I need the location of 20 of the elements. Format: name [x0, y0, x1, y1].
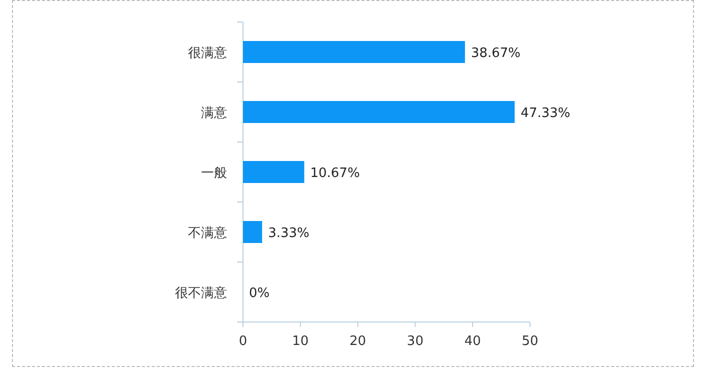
y-tick-label: 很满意: [188, 46, 227, 61]
x-tick-label: 40: [464, 334, 481, 349]
x-tick-label: 20: [350, 334, 366, 349]
bar: [243, 101, 515, 123]
data-label: 10.67%: [310, 166, 360, 181]
bar: [243, 41, 465, 63]
x-tick-label: 0: [238, 334, 248, 349]
bar: [243, 161, 304, 183]
data-label: 38.67%: [470, 46, 521, 61]
data-label: 47.33%: [520, 106, 570, 121]
data-label: 3.33%: [268, 226, 310, 241]
bar: [243, 221, 262, 243]
x-tick-label: 50: [522, 334, 538, 349]
y-tick-label: 一般: [201, 166, 227, 181]
data-label: 0%: [249, 286, 270, 301]
y-tick-label: 不满意: [188, 226, 227, 241]
y-tick-label: 很不满意: [175, 286, 227, 301]
y-tick-label: 满意: [201, 106, 227, 121]
x-tick-label: 30: [406, 334, 424, 349]
x-tick-label: 10: [292, 334, 309, 349]
